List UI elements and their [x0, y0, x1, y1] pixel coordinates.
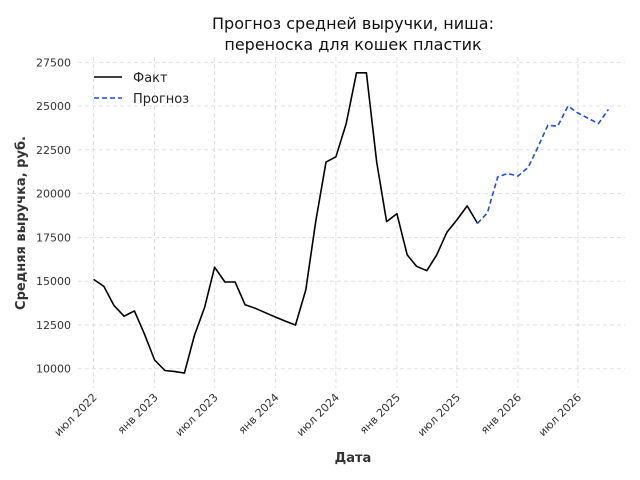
y-tick-label: 25000 — [36, 100, 71, 113]
x-tick-label: июл 2025 — [415, 391, 463, 439]
y-tick-label: 17500 — [36, 231, 71, 244]
actual-series-line — [93, 72, 479, 374]
x-tick-label: июл 2023 — [173, 391, 221, 439]
x-tick-label: июл 2024 — [294, 391, 342, 439]
grid — [78, 57, 625, 388]
chart-title-line2: переноска для кошек пластик — [224, 35, 482, 54]
legend-label-forecast: Прогноз — [133, 92, 189, 107]
y-tick-label: 20000 — [36, 188, 71, 201]
y-axis-label: Средняя выручка, руб. — [14, 136, 29, 310]
x-tick-label: июл 2026 — [536, 391, 584, 439]
legend: Факт Прогноз — [94, 71, 189, 107]
y-axis-ticks: 10000 12500 15000 17500 20000 22500 25000 27500 — [36, 56, 71, 375]
chart-title-line1: Прогноз средней выручки, ниша: — [212, 14, 494, 33]
x-axis-label: Дата — [335, 451, 372, 466]
x-tick-label: янв 2023 — [115, 391, 161, 437]
x-tick-label: июл 2022 — [52, 391, 100, 439]
y-tick-label: 27500 — [36, 56, 71, 69]
x-tick-label: янв 2026 — [478, 391, 524, 437]
x-tick-label: янв 2024 — [236, 391, 282, 437]
x-axis-ticks: июл 2022 янв 2023 июл 2023 янв 2024 июл 2024… — [52, 391, 584, 439]
legend-label-fact: Факт — [133, 71, 168, 86]
series-lines — [93, 72, 610, 374]
y-tick-label: 15000 — [36, 275, 71, 288]
y-tick-label: 22500 — [36, 144, 71, 157]
y-tick-label: 12500 — [36, 319, 71, 332]
x-tick-label: янв 2025 — [357, 391, 403, 437]
y-tick-label: 10000 — [36, 363, 71, 376]
forecast-series-line — [476, 105, 610, 224]
